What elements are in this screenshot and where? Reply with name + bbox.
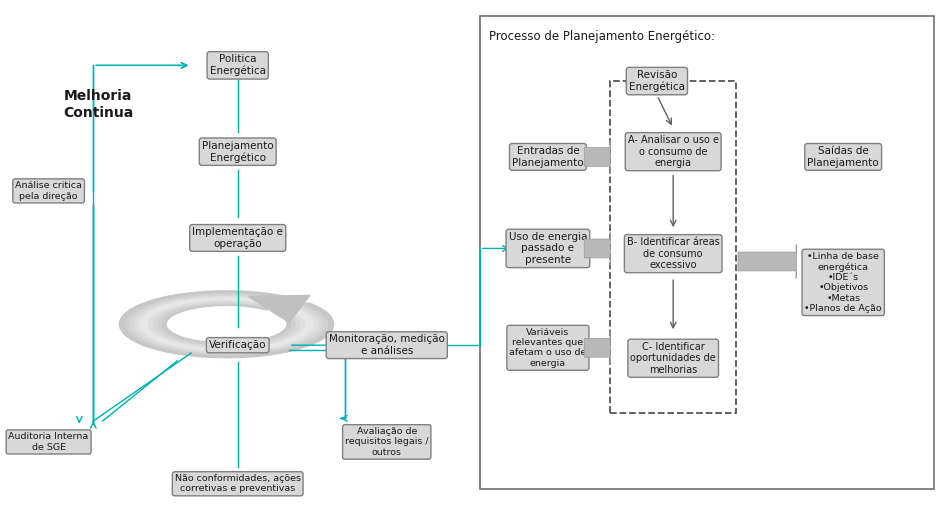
Polygon shape xyxy=(138,297,315,352)
Text: Politica
Energética: Politica Energética xyxy=(210,54,265,76)
Text: C- Identificar
oportunidades de
melhorias: C- Identificar oportunidades de melhoria… xyxy=(630,342,716,375)
Text: Verificação: Verificação xyxy=(209,340,266,350)
Polygon shape xyxy=(156,302,296,346)
Text: Melhoria
Continua: Melhoria Continua xyxy=(63,89,133,120)
Text: Entradas de
Planejamento: Entradas de Planejamento xyxy=(512,146,583,168)
Text: Análise critica
pela direção: Análise critica pela direção xyxy=(15,181,82,201)
Polygon shape xyxy=(248,295,310,322)
Polygon shape xyxy=(152,301,301,347)
Text: Monitoração, medição
e análises: Monitoração, medição e análises xyxy=(328,334,445,356)
Polygon shape xyxy=(124,292,329,356)
Text: Uso de energia
passado e
presente: Uso de energia passado e presente xyxy=(509,232,587,265)
Polygon shape xyxy=(584,140,611,174)
Polygon shape xyxy=(738,245,797,278)
Text: Planejamento
Energético: Planejamento Energético xyxy=(202,141,274,163)
Polygon shape xyxy=(161,304,292,345)
Text: Auditoria Interna
de SGE: Auditoria Interna de SGE xyxy=(8,432,88,452)
Polygon shape xyxy=(148,300,306,349)
Polygon shape xyxy=(143,298,311,350)
Text: Variáveis
relevantes que
afetam o uso de
energia: Variáveis relevantes que afetam o uso de… xyxy=(509,328,586,368)
Text: Revisão
Energética: Revisão Energética xyxy=(629,70,685,92)
Polygon shape xyxy=(584,331,611,365)
Text: B- Identificar áreas
de consumo
excessivo: B- Identificar áreas de consumo excessiv… xyxy=(627,237,720,270)
Text: Avaliação de
requisitos legais /
outros: Avaliação de requisitos legais / outros xyxy=(345,427,428,457)
Text: •Linha de base
energética
•IDE´s
•Objetivos
•Metas
•Planos de Ação: •Linha de base energética •IDE´s •Objeti… xyxy=(805,252,882,313)
Polygon shape xyxy=(129,294,325,355)
Text: Processo de Planejamento Energético:: Processo de Planejamento Energético: xyxy=(489,30,715,43)
Polygon shape xyxy=(134,295,320,354)
Text: Não conformidades, ações
corretivas e preventivas: Não conformidades, ações corretivas e pr… xyxy=(175,474,301,494)
Text: A- Analisar o uso e
o consumo de
energia: A- Analisar o uso e o consumo de energia xyxy=(628,135,719,168)
Text: Implementação e
operação: Implementação e operação xyxy=(192,227,283,249)
Polygon shape xyxy=(120,291,334,358)
Polygon shape xyxy=(584,232,611,265)
Text: Saídas de
Planejamento: Saídas de Planejamento xyxy=(807,146,879,168)
